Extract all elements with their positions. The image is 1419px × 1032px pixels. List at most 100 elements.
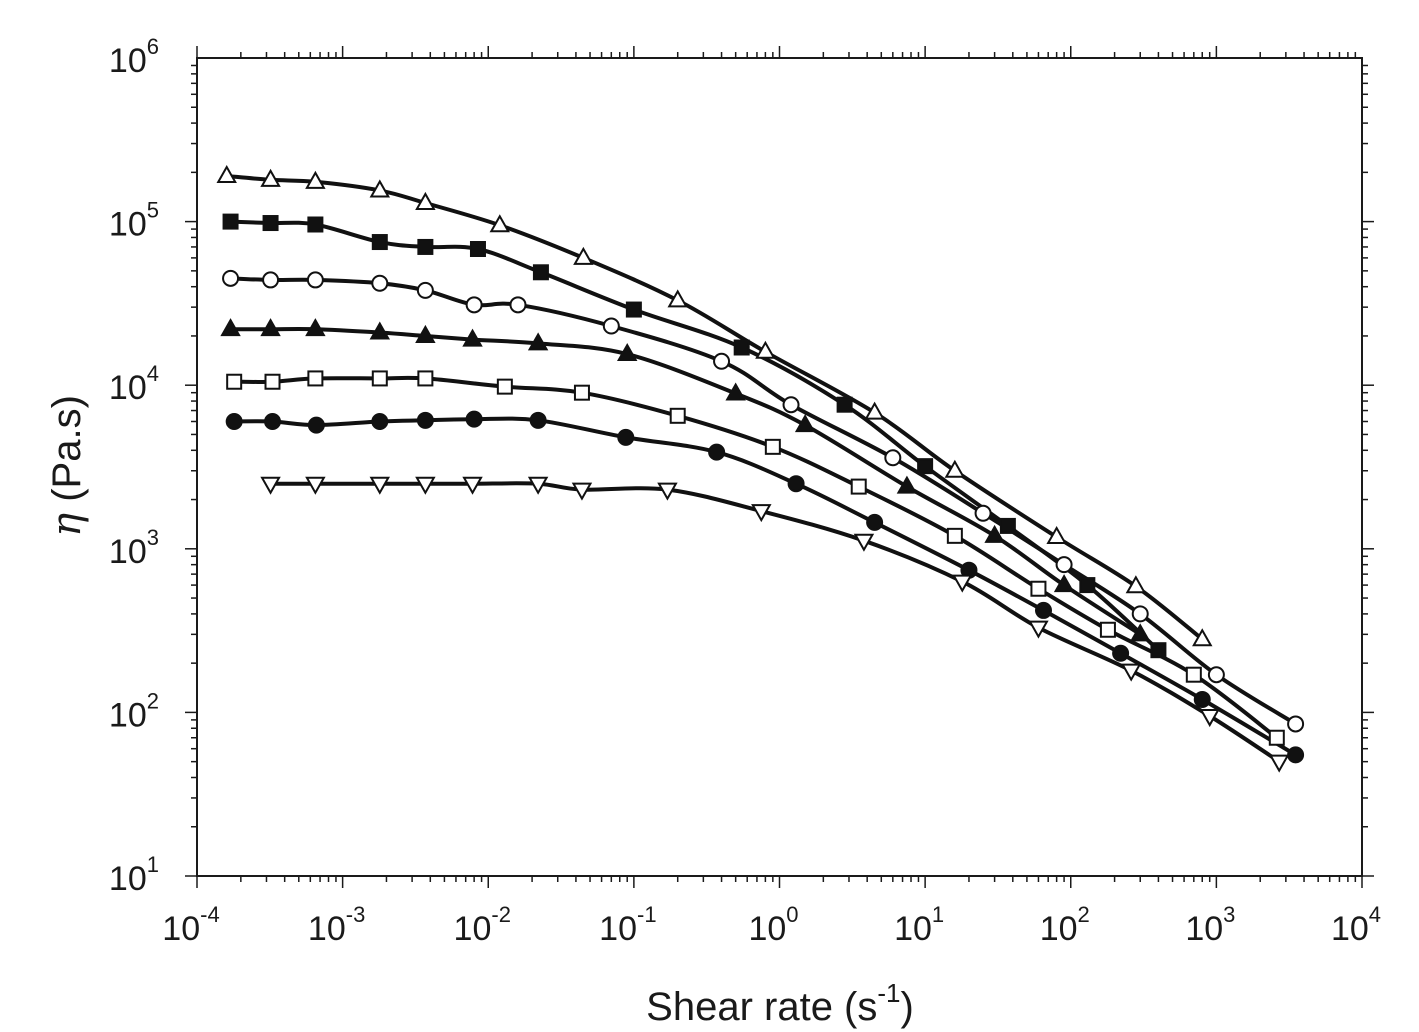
data-point-circle-filled	[225, 412, 243, 430]
y-tick-base: 10	[109, 696, 147, 734]
data-point-square-filled	[262, 215, 279, 232]
data-point-circle-open	[713, 352, 731, 370]
data-point-triangle-down-open	[260, 476, 281, 495]
data-point-circle-open	[1287, 715, 1305, 733]
y-axis-title: η (Pa.s)	[44, 395, 90, 537]
data-point-triangle-down-open	[1268, 754, 1290, 773]
x-tick-exponent: 1	[932, 902, 944, 927]
series-curve-7	[268, 481, 1282, 764]
x-tick-base: 10	[454, 910, 492, 948]
data-point-square-filled	[532, 264, 549, 281]
data-point-square-open	[764, 438, 781, 455]
data-point-square-open	[417, 370, 434, 387]
x-tick-exponent: 4	[1369, 902, 1381, 927]
data-point-square-filled	[836, 396, 853, 413]
x-tick-base: 10	[1040, 910, 1078, 948]
plot-frame-layer	[185, 46, 1374, 888]
x-tick-base: 10	[308, 910, 346, 948]
data-point-circle-open	[416, 281, 434, 299]
y-tick-exponent: 5	[147, 198, 159, 223]
data-point-triangle-down-open	[1120, 663, 1142, 682]
data-point-triangle-down-open	[415, 476, 436, 495]
y-tick-label: 104	[109, 361, 159, 407]
data-point-circle-filled	[617, 428, 635, 446]
data-point-circle-filled	[264, 412, 282, 430]
data-point-circle-filled	[708, 443, 726, 461]
data-point-triangle-down-open	[1199, 709, 1220, 728]
data-markers-layer	[216, 164, 1305, 773]
data-point-triangle-up-open	[415, 191, 436, 210]
y-axis-title-symbol: η	[44, 513, 90, 537]
data-point-circle-open	[782, 396, 800, 414]
data-point-square-filled	[625, 301, 642, 318]
x-tick-exponent: -4	[200, 902, 220, 927]
y-tick-exponent: 1	[147, 852, 159, 877]
data-point-triangle-up-open	[305, 170, 326, 189]
data-point-circle-filled	[1193, 690, 1211, 708]
data-point-square-open	[850, 478, 867, 495]
data-point-square-open	[1185, 666, 1202, 683]
x-tick-exponent: 2	[1078, 902, 1090, 927]
x-tick-exponent: 3	[1223, 902, 1235, 927]
data-point-circle-open	[509, 296, 527, 314]
x-tick-label: 104	[1331, 902, 1381, 948]
data-point-triangle-up-open	[1192, 628, 1213, 647]
data-point-circle-filled	[371, 412, 389, 430]
x-axis-title-close: )	[901, 985, 914, 1029]
x-tick-base: 10	[162, 910, 200, 948]
data-point-circle-open	[1055, 556, 1073, 574]
data-point-triangle-up-filled	[1130, 623, 1151, 642]
data-point-square-filled	[999, 517, 1016, 534]
data-point-circle-open	[262, 271, 280, 289]
data-point-circle-filled	[866, 513, 884, 531]
data-point-triangle-up-open	[667, 289, 688, 308]
data-point-square-filled	[1079, 577, 1096, 594]
x-tick-label: 10-4	[162, 902, 219, 948]
data-point-circle-filled	[416, 411, 434, 429]
data-point-square-filled	[307, 216, 324, 233]
data-point-square-open	[1030, 580, 1047, 597]
data-point-circle-open	[1207, 666, 1225, 684]
data-point-square-filled	[469, 241, 486, 258]
x-tick-base: 10	[1185, 910, 1223, 948]
data-point-circle-filled	[1287, 746, 1305, 764]
data-point-circle-filled	[1035, 601, 1053, 619]
data-point-triangle-up-open	[1046, 526, 1067, 545]
data-point-circle-open	[222, 269, 240, 287]
data-point-triangle-up-filled	[369, 321, 391, 340]
data-point-square-open	[573, 384, 590, 401]
data-point-triangle-up-open	[489, 214, 510, 233]
data-point-square-open	[226, 373, 243, 390]
data-point-triangle-up-open	[260, 168, 281, 187]
data-point-square-open	[307, 370, 324, 387]
x-tick-label: 10-3	[308, 902, 365, 948]
y-tick-base: 10	[109, 42, 147, 80]
data-point-circle-open	[465, 296, 483, 314]
data-point-circle-open	[602, 317, 620, 335]
y-tick-exponent: 3	[147, 525, 159, 550]
data-point-square-open	[669, 407, 686, 424]
data-point-square-open	[264, 373, 281, 390]
y-axis-title-text: (Pa.s)	[45, 395, 89, 513]
y-tick-label: 105	[109, 198, 159, 244]
y-tick-base: 10	[109, 533, 147, 571]
y-tick-exponent: 6	[147, 34, 159, 59]
x-tick-label: 100	[748, 902, 798, 948]
x-tick-base: 10	[894, 910, 932, 948]
data-point-square-open	[1268, 729, 1285, 746]
data-point-triangle-up-filled	[220, 318, 241, 337]
data-point-circle-open	[371, 274, 389, 292]
data-point-triangle-down-open	[751, 504, 772, 523]
data-point-triangle-up-filled	[305, 318, 326, 337]
x-tick-base: 10	[748, 910, 786, 948]
data-point-triangle-up-filled	[1053, 574, 1075, 593]
data-point-triangle-up-filled	[896, 475, 918, 494]
x-axis-title-text: Shear rate (s	[646, 985, 877, 1029]
data-point-triangle-up-filled	[260, 318, 281, 337]
data-point-triangle-up-filled	[462, 328, 483, 347]
data-point-square-open	[371, 370, 388, 387]
data-point-square-open	[1099, 621, 1116, 638]
data-point-triangle-up-open	[864, 401, 885, 420]
y-tick-base: 10	[109, 206, 147, 244]
